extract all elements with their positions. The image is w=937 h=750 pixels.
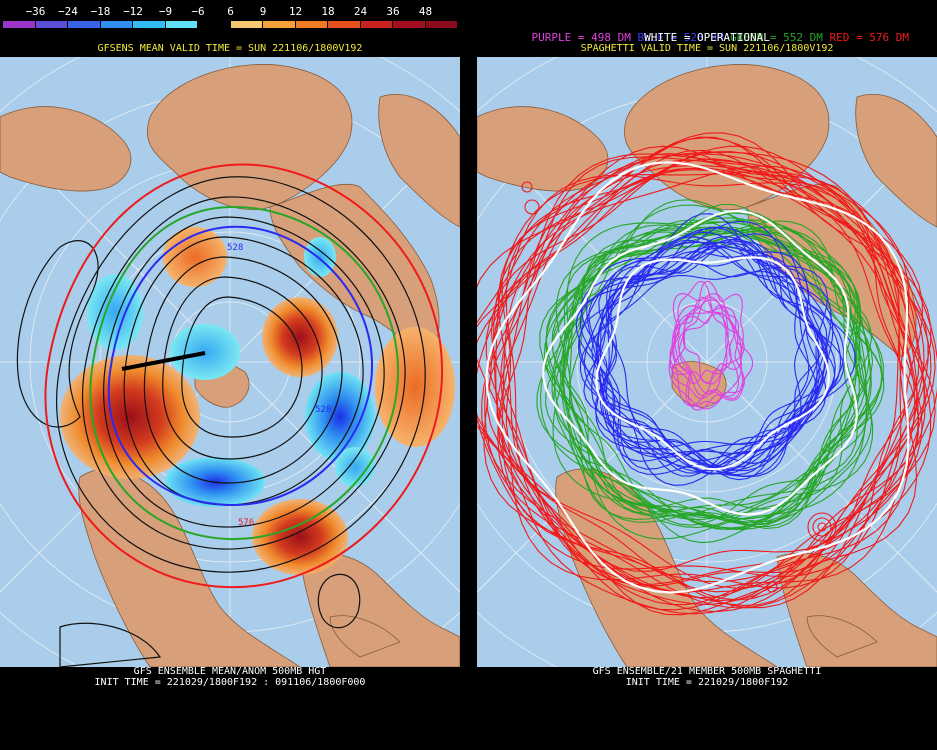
contour-label-576: 576 xyxy=(238,518,254,528)
scale-swatch xyxy=(328,21,361,28)
spaghetti-line-528 xyxy=(577,213,828,470)
spaghetti-line-528 xyxy=(579,241,842,474)
spaghetti-line-498 xyxy=(668,311,743,410)
scale-label: 9 xyxy=(259,5,267,18)
scale-label: 24 xyxy=(353,5,368,18)
spaghetti-line-576 xyxy=(498,149,936,587)
scale-swatch xyxy=(263,21,296,28)
scale-label: 6 xyxy=(227,5,234,18)
contour-552-green xyxy=(89,205,400,541)
scale-label: 48 xyxy=(418,5,433,18)
spaghetti-line-528 xyxy=(591,271,810,476)
legend-blue: BLUE = 528 DM xyxy=(637,31,724,44)
scale-swatch xyxy=(360,21,393,28)
operational-line-552 xyxy=(542,209,858,516)
spaghetti-line-576 xyxy=(477,156,923,615)
scale-label: −12 xyxy=(123,5,143,18)
spaghetti-map xyxy=(477,57,937,667)
ensemble-mean-panel: −36 −24 −18 −12 −9 −6 6 9 12 18 24 36 48 GFSENS MEAN… xyxy=(0,0,460,750)
operational-line-528 xyxy=(595,256,830,471)
spaghetti-line-552 xyxy=(543,226,870,519)
mean-map-title: GFSENS MEAN VALID TIME = SUN 221106/1800… xyxy=(97,43,363,54)
spaghetti-line-528 xyxy=(599,233,856,477)
contour-label-528: 528 xyxy=(227,243,243,253)
spaghetti-panel: PURPLE = 498 DM BLUE = 528 DM GREEN = 55… xyxy=(477,0,937,750)
spaghetti-line-576 xyxy=(485,167,919,605)
scale-label: 36 xyxy=(386,5,400,18)
spaghetti-line-552 xyxy=(553,232,873,523)
scale-color-bar xyxy=(3,21,458,28)
scale-swatch xyxy=(198,21,231,28)
legend-purple: PURPLE = 498 DM xyxy=(531,31,631,44)
mean-map-footer-1: GFS ENSEMBLE MEAN/ANOM 500MB HGT xyxy=(133,666,327,677)
spaghetti-498-purple xyxy=(668,280,754,411)
spaghetti-map-title: SPAGHETTI VALID TIME = SUN 221106/1800V1… xyxy=(580,43,834,54)
spaghetti-legend: PURPLE = 498 DM BLUE = 528 DM GREEN = 55… xyxy=(477,20,937,56)
scale-swatch xyxy=(68,21,101,28)
spaghetti-line-528 xyxy=(578,239,828,468)
scale-label: 18 xyxy=(321,5,335,18)
spaghetti-line-576 xyxy=(501,145,900,601)
spaghetti-line-528 xyxy=(594,245,844,478)
scale-label: −9 xyxy=(158,5,173,18)
spaghetti-line-498 xyxy=(673,296,732,397)
scale-label: 12 xyxy=(288,5,303,18)
scale-label: −6 xyxy=(191,5,205,18)
scale-swatch xyxy=(35,21,68,28)
scale-swatch xyxy=(230,21,263,28)
scale-label: −36 xyxy=(25,5,46,18)
scale-swatch xyxy=(425,21,458,28)
spaghetti-map-footer-2: INIT TIME = 221029/1800F192 xyxy=(625,677,789,688)
isolated-red-contours xyxy=(521,181,837,593)
trough-axis-line xyxy=(121,351,206,371)
spaghetti-line-552 xyxy=(539,199,858,526)
spaghetti-line-528 xyxy=(599,241,809,475)
scale-swatch xyxy=(100,21,133,28)
scale-swatch xyxy=(295,21,328,28)
legend-red: RED = 576 DM xyxy=(829,31,909,44)
spaghetti-line-552 xyxy=(563,210,870,513)
scale-label: −24 xyxy=(58,5,78,18)
spaghetti-528-blue xyxy=(575,213,856,486)
panel-divider xyxy=(460,0,477,750)
mean-map-footer-2: INIT TIME = 221029/1800F192 : 091106/180… xyxy=(94,677,366,688)
scale-swatch xyxy=(133,21,166,28)
spaghetti-line-528 xyxy=(597,255,818,475)
contour-528-blue xyxy=(107,225,374,507)
spaghetti-line-552 xyxy=(568,229,859,510)
spaghetti-line-576 xyxy=(505,145,910,606)
spaghetti-line-498 xyxy=(669,280,728,384)
spaghetti-line-498 xyxy=(678,304,745,408)
legend-white: WHITE = OPERATIONAL xyxy=(644,31,770,44)
contour-label-528-b: 528 xyxy=(315,405,331,415)
spaghetti-map-footer-1: GFS ENSEMBLE/21 MEMBER 500MB SPAGHETTI xyxy=(592,666,822,677)
spaghetti-line-528 xyxy=(586,221,836,469)
scale-swatch xyxy=(393,21,426,28)
spaghetti-line-528 xyxy=(575,246,826,458)
operational-line-576 xyxy=(485,161,910,594)
mean-anomaly-map: 528 528 576 xyxy=(0,57,460,667)
scale-swatch xyxy=(165,21,198,28)
legend-green: GREEN = 552 DM xyxy=(730,31,823,44)
spaghetti-line-552 xyxy=(552,221,872,519)
contour-576-red xyxy=(44,163,444,589)
spaghetti-line-576 xyxy=(477,174,925,578)
spaghetti-line-576 xyxy=(477,137,932,589)
scale-label: −18 xyxy=(90,5,111,18)
spaghetti-line-576 xyxy=(493,151,910,593)
spaghetti-line-528 xyxy=(591,236,832,469)
spaghetti-line-576 xyxy=(483,159,925,593)
scale-swatch xyxy=(3,21,36,28)
scale-labels: −36 −24 −18 −12 −9 −6 6 9 12 18 24 36 48 xyxy=(3,5,458,18)
spaghetti-line-498 xyxy=(669,293,729,385)
anomaly-color-scale: −36 −24 −18 −12 −9 −6 6 9 12 18 24 36 48 xyxy=(3,0,458,30)
spaghetti-operational-white xyxy=(485,161,910,594)
